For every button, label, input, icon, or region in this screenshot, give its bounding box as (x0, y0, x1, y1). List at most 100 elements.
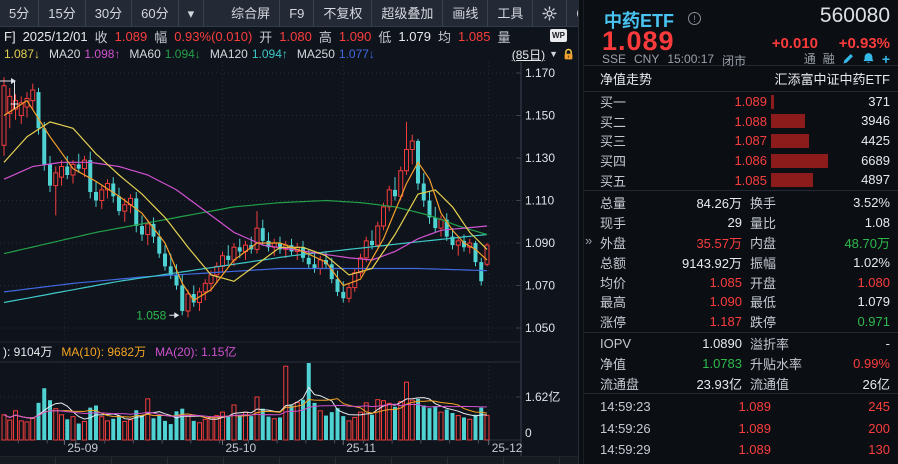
volume-ma-value: ): 9104万 (3, 345, 53, 359)
book-volume-bar (771, 94, 774, 109)
stat-label: 净值 (600, 357, 627, 373)
period-selector[interactable]: (85日) (511, 47, 546, 62)
ma-label: MA120 (209, 47, 248, 61)
stat-value: 35.57万 (696, 235, 742, 251)
book-volume-cell: 6689 (771, 152, 890, 168)
order-book: 买一 1.089 371 买二 1.088 3946 买三 1.087 4425 买四 1.086 6… (584, 92, 898, 190)
stats-grid: 总量 84.26万 换手 3.52% 现手 29 量比 1.08 外盘 35.57万 内盘 48.70… (584, 190, 898, 332)
svg-text:1.070: 1.070 (525, 279, 555, 293)
toolbar-item-tf-30min[interactable]: 30分 (86, 0, 133, 26)
tick-time: 14:59:26 (600, 420, 651, 436)
info-part: 收 (94, 30, 108, 45)
toolbar-item-tf-more-dropdown[interactable]: ▾ (179, 0, 205, 26)
currency-label: CNY (634, 52, 660, 66)
ma-value: 1.087↓ (4, 47, 41, 61)
book-row[interactable]: 买四 1.086 6689 (584, 151, 898, 171)
stat-label: 流通盘 (600, 376, 640, 392)
toolbar-item-settings-icon[interactable] (533, 0, 568, 26)
toolbar-item-tf-15min[interactable]: 15分 (39, 0, 86, 26)
svg-text:1.110: 1.110 (525, 194, 554, 208)
ma-label: MA20 (49, 47, 81, 61)
tag-tong: 通 (803, 52, 816, 66)
stat-value: 48.70万 (844, 235, 890, 251)
book-volume-bar (771, 114, 805, 129)
book-volume-bar (771, 133, 809, 148)
info-part: 高 (318, 30, 332, 45)
info-part: 开 (259, 30, 273, 45)
book-volume-cell: 3946 (771, 113, 890, 129)
info-part: 0.93%(0.010) (174, 29, 253, 44)
book-volume: 3946 (861, 113, 890, 129)
toolbar-item-f9-quote[interactable]: F9 (280, 0, 315, 26)
chevron-down-icon[interactable]: ▼ (549, 49, 558, 59)
stat-label: 现手 (600, 216, 627, 232)
tick-price: 1.089 (738, 442, 771, 458)
book-level-label: 买一 (600, 95, 627, 111)
stat-label: 涨停 (600, 315, 627, 331)
toolbar-item-composite-screen[interactable]: 综合屏 (222, 0, 281, 26)
add-watchlist-icon[interactable]: + (881, 50, 890, 67)
info-part: 低 (378, 30, 392, 45)
panel-divider[interactable] (578, 0, 584, 464)
stat-label: 内盘 (750, 235, 777, 251)
book-row[interactable]: 买一 1.089 371 (584, 92, 898, 112)
horizontal-scrollbar[interactable] (0, 456, 578, 464)
tick-list: 14:59:23 1.089 245 14:59:26 1.089 200 14:59:29… (584, 393, 898, 464)
toolbar-item-drawing-tools[interactable]: 画线 (443, 0, 489, 26)
edit-pencil-icon[interactable] (842, 52, 855, 65)
book-row[interactable]: 买三 1.087 4425 (584, 131, 898, 151)
info-part: 幅 (154, 30, 168, 45)
toolbar-item-tf-5min[interactable]: 5分 (0, 0, 40, 26)
low-annotation: 1.058 (136, 308, 180, 322)
volume-ma-value: MA(10): 9682万 (61, 345, 147, 359)
volume-indicator-row: ): 9104万 MA(10): 9682万 MA(20): 1.15亿 (3, 343, 236, 360)
toolbar-item-super-overlay[interactable]: 超级叠加 (372, 0, 444, 26)
stat-value: 1.079 (857, 294, 890, 310)
stat-label: 最低 (750, 295, 777, 311)
svg-text:1.050: 1.050 (525, 321, 555, 335)
stat-value: 26亿 (862, 376, 890, 392)
stat-label: 升贴水率 (750, 357, 803, 373)
nav-trend-link[interactable]: 净值走势 (600, 72, 653, 87)
quote-panel: 中药ETF ! 560080 1.089 +0.010 +0.93% SSE C… (584, 0, 898, 464)
book-price: 1.085 (734, 172, 767, 188)
svg-text:0: 0 (525, 426, 532, 440)
stat-value: 1.0783 (702, 356, 742, 372)
stat-label: 振幅 (750, 255, 777, 271)
market-status: 闭市 (722, 54, 747, 68)
info-icon[interactable]: ! (688, 12, 701, 25)
stat-label: 外盘 (600, 235, 627, 251)
price-ma-lines (3, 100, 488, 304)
volume-ma-lines (3, 386, 488, 420)
book-level-label: 买五 (600, 173, 627, 189)
book-volume: 6689 (861, 152, 890, 168)
stat-value: - (885, 336, 890, 352)
candlestick-chart[interactable]: 1.170 1.150 1.130 1.110 1.090 1.070 1.050 1.62亿… (0, 62, 584, 456)
toolbar-item-tf-60min[interactable]: 60分 (132, 0, 179, 26)
info-part: 量 (497, 30, 511, 45)
ma-value: 1.077↓ (338, 47, 375, 61)
toolbar-item-no-adjustment[interactable]: 不复权 (314, 0, 373, 26)
book-volume-bar (771, 153, 828, 168)
quote-actions: 通 融 + (804, 50, 890, 67)
panel-collapse-chevron[interactable]: » (585, 233, 593, 248)
last-price: 1.089 (602, 26, 675, 56)
stat-label: 流通值 (750, 376, 790, 392)
book-row[interactable]: 买二 1.088 3946 (584, 112, 898, 132)
tick-row-partial: 14:59:321.0898 (584, 461, 898, 464)
exchange-label: SSE (602, 52, 627, 66)
alert-bell-icon[interactable] (862, 52, 875, 65)
wp-badge[interactable]: WP (550, 29, 567, 42)
info-part: 1.089 (114, 29, 148, 44)
toolbar-item-tools-menu[interactable]: 工具 (488, 0, 534, 26)
svg-text:25-09: 25-09 (67, 441, 98, 455)
info-part: 1.080 (279, 29, 312, 44)
book-row[interactable]: 买五 1.085 4897 (584, 170, 898, 190)
book-price: 1.087 (734, 133, 767, 149)
book-volume: 4425 (861, 132, 890, 148)
stat-label: IOPV (600, 336, 632, 352)
lock-icon[interactable] (562, 48, 575, 61)
stat-value: 1.02% (853, 254, 890, 270)
stat-label: 最高 (600, 295, 627, 311)
tick-row: 14:59:29 1.089 130 (584, 439, 898, 461)
